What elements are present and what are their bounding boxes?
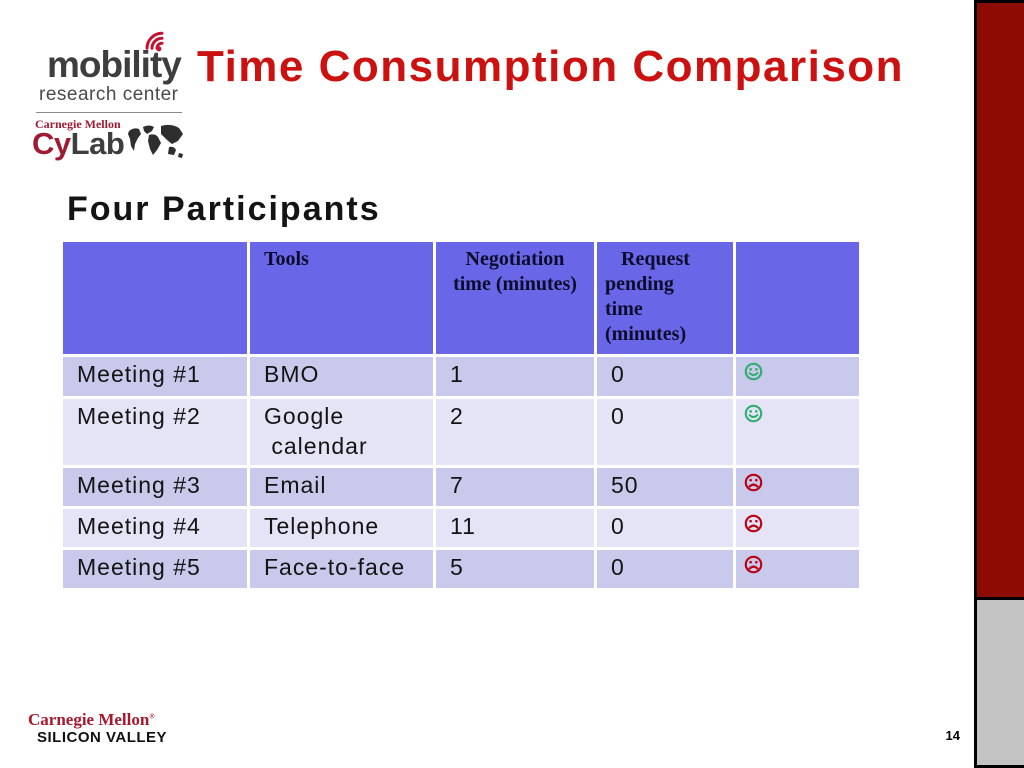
sad-face-icon [736,468,859,506]
header-cell-mood [736,242,859,354]
sad-face-icon [736,509,859,547]
research-center-label: research center [39,84,179,105]
row-label: Meeting #3 [63,468,247,506]
wifi-signal-icon [140,22,174,57]
logo-divider [36,112,182,113]
tool-cell: Google calendar [250,399,433,465]
time-comparison-table: Tools Negotiation time (minutes) Request… [63,242,859,588]
row-label: Meeting #2 [63,399,247,465]
carnegie-mellon-silicon-valley-logo: Carnegie Mellon® SILICON VALLEY [28,711,167,745]
happy-face-icon [736,357,859,396]
negotiation-cell: 1 [436,357,594,396]
pending-cell: 0 [597,357,733,396]
tool-cell: Telephone [250,509,433,547]
carnegie-mellon-label: Carnegie Mellon [35,117,121,131]
negotiation-cell: 2 [436,399,594,465]
row-label: Meeting #1 [63,357,247,396]
mobility-research-center-logo: mobility research center Carnegie Mellon… [30,20,200,165]
silicon-valley-label: SILICON VALLEY [37,729,168,746]
cylab-wordmark: CyLab [32,126,125,161]
registered-mark: ® [149,712,155,721]
header-cell-tools: Tools [250,242,433,354]
sad-face-icon [736,550,859,588]
tool-cell: Email [250,468,433,506]
slide-title: Time Consumption Comparison [197,42,905,91]
happy-face-icon [736,399,859,465]
row-label: Meeting #4 [63,509,247,547]
world-map-icon [123,123,185,168]
pending-cell: 0 [597,509,733,547]
sidebar-gray-segment [977,597,1024,765]
tool-cell: BMO [250,357,433,396]
row-label: Meeting #5 [63,550,247,588]
carnegie-mellon-wordmark: Carnegie Mellon® [28,710,155,729]
header-cell-rowlabel [63,242,247,354]
header-cell-pending-time: Request pending time (minutes) [597,242,733,354]
sidebar-red-segment [977,3,1024,597]
section-heading: Four Participants [67,190,381,228]
tool-cell: Face-to-face [250,550,433,588]
header-cell-negotiation-time: Negotiation time (minutes) [436,242,594,354]
negotiation-cell: 5 [436,550,594,588]
negotiation-cell: 7 [436,468,594,506]
slide-side-bar [974,0,1024,768]
page-number: 14 [945,728,960,743]
pending-cell: 50 [597,468,733,506]
negotiation-cell: 11 [436,509,594,547]
pending-cell: 0 [597,550,733,588]
pending-cell: 0 [597,399,733,465]
